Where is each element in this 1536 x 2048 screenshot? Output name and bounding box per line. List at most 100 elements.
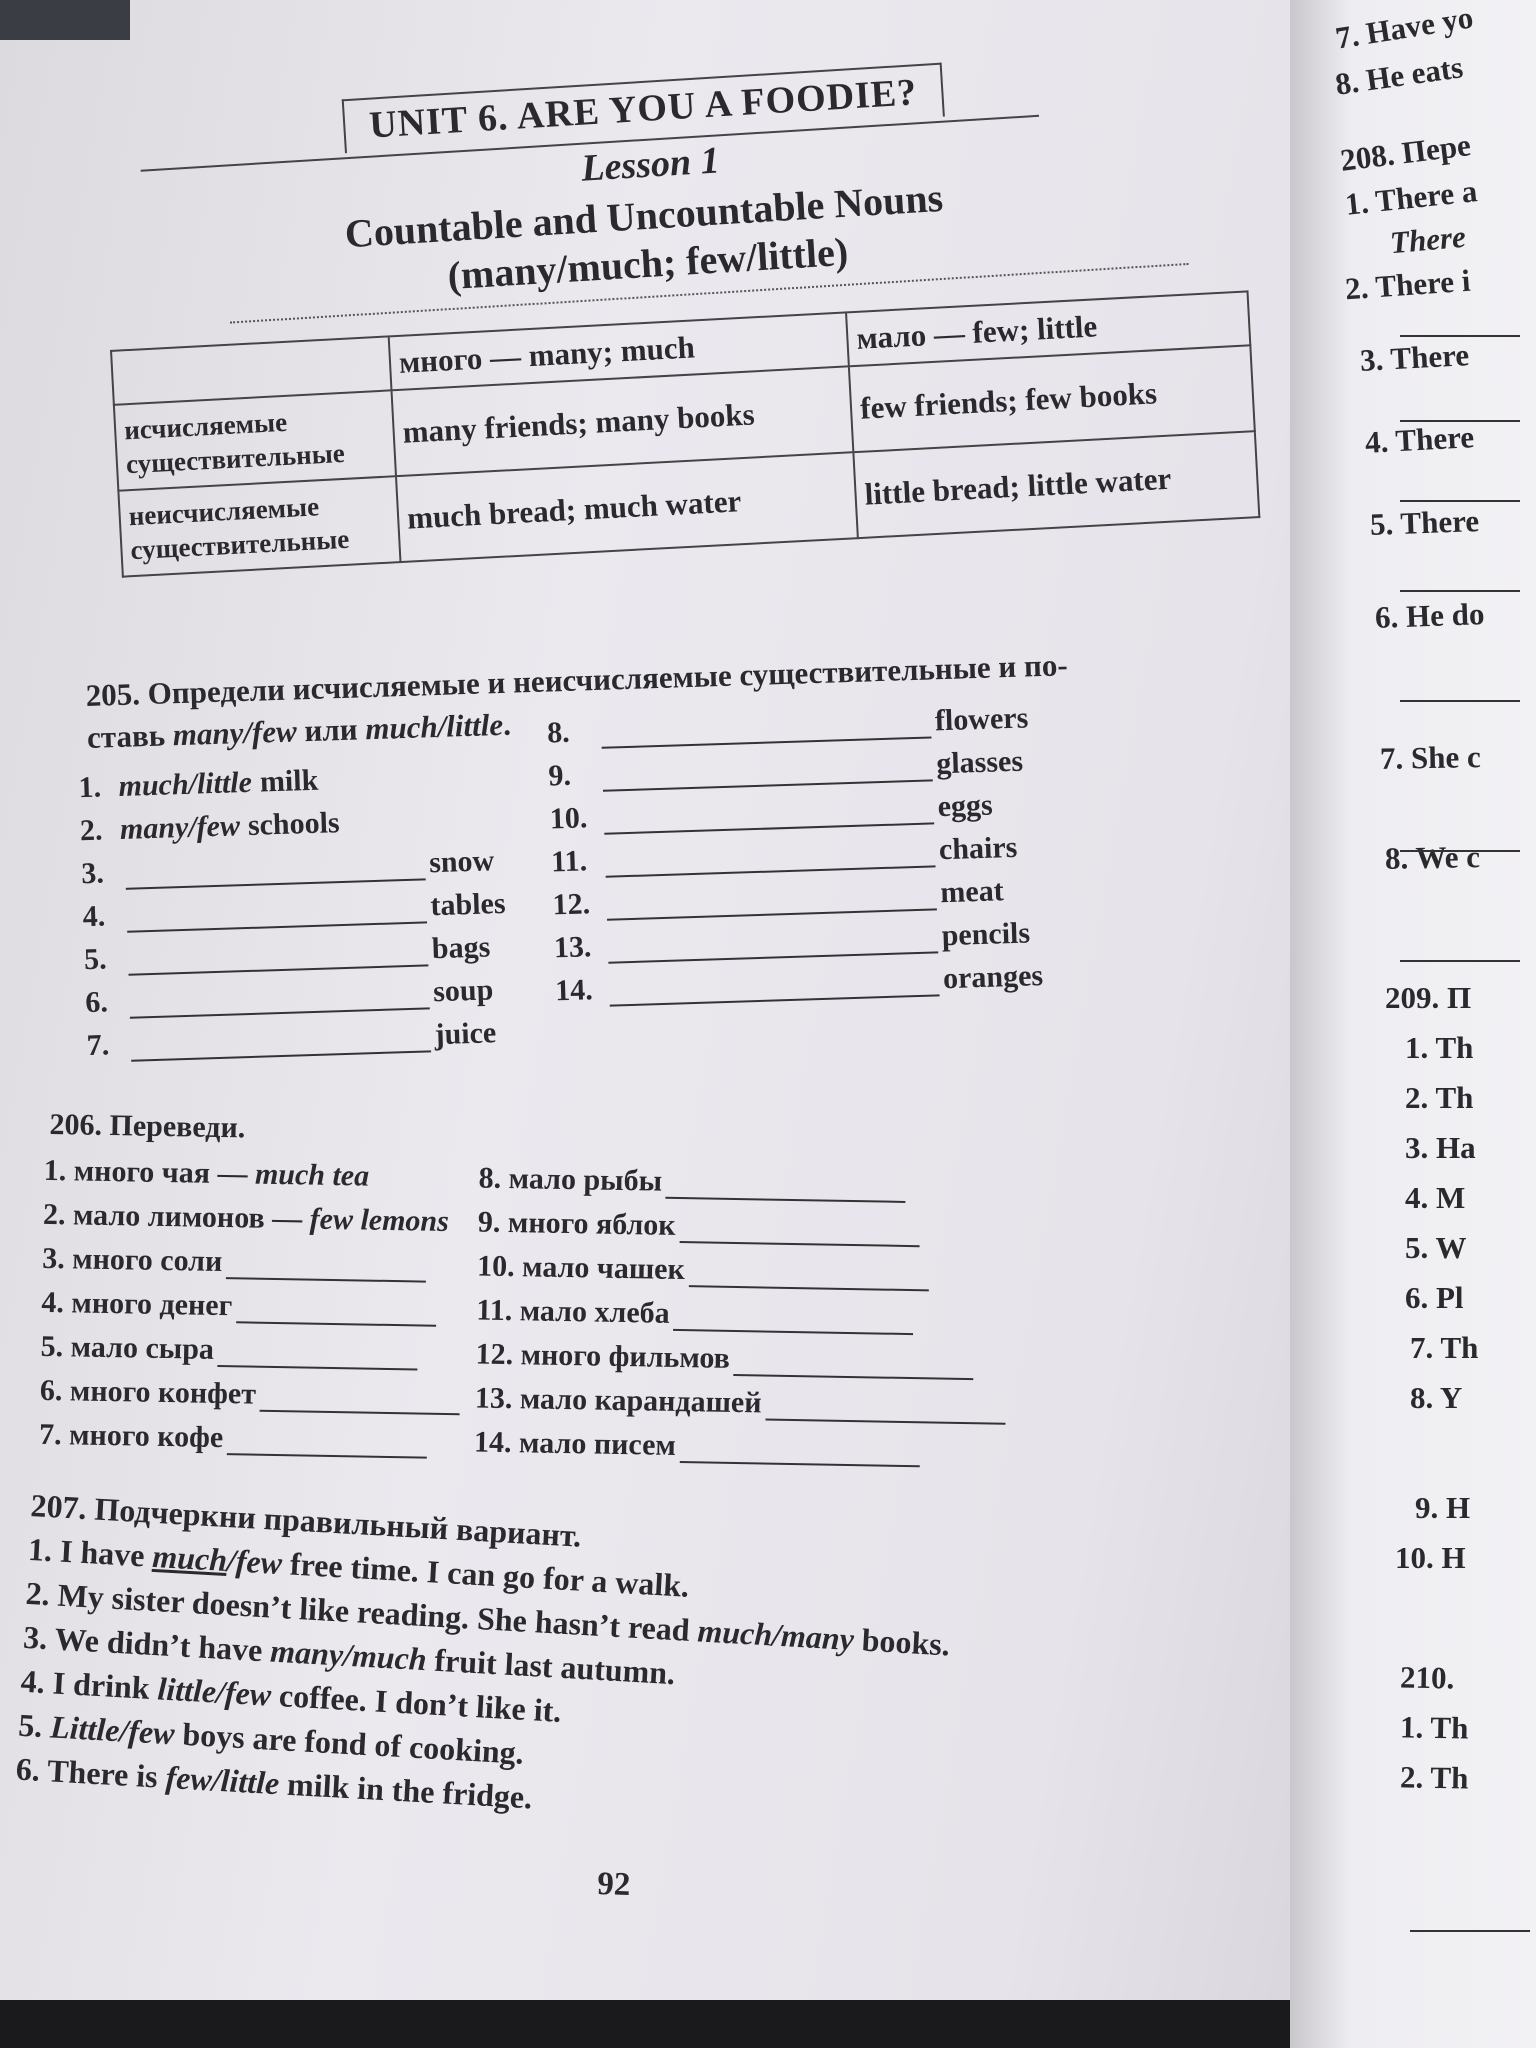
item-text: 4. много денег (41, 1285, 233, 1323)
answer-blank[interactable] (226, 1249, 427, 1283)
exercise-item: 8. мало рыбы (478, 1151, 1013, 1204)
answer-blank (1400, 420, 1520, 422)
item-text: 8. мало рыбы (478, 1161, 663, 1198)
exercise-item: 11. мало хлеба (476, 1283, 1011, 1336)
right-column: 8. flowers 9. glasses 10. eggs 11. chairs 12. mea… (546, 692, 1044, 1008)
noun-word: flowers (934, 701, 1029, 738)
item-number: 12. (552, 887, 591, 922)
item-text: 7. много кофе (38, 1417, 224, 1455)
answer-option[interactable]: little/few (156, 1670, 273, 1713)
noun-word: glasses (935, 744, 1024, 781)
left-column: 1. много чая — much tea 2. мало лимонов —… (39, 1144, 468, 1459)
answer-option[interactable]: few/little (164, 1758, 281, 1802)
answer-blank[interactable] (733, 1345, 975, 1381)
right-page-line: 7. Have yo (1333, 0, 1476, 56)
right-page-line: 1. Th (1399, 1709, 1469, 1746)
right-page-line: 210. (1399, 1659, 1455, 1696)
exercise-item: 2. мало лимонов — few lemons (43, 1188, 468, 1239)
noun-word: soup (432, 973, 494, 1009)
right-page-line: 4. M (1405, 1180, 1466, 1215)
right-page-line: 7. Th (1410, 1330, 1479, 1365)
right-page-line: 4. There (1364, 419, 1475, 460)
item-number: 11. (550, 844, 588, 879)
noun-word: meat (939, 874, 1005, 910)
right-page-line: 7. She c (1379, 739, 1482, 776)
right-page-line: 6. Pl (1405, 1280, 1464, 1315)
item-number: 1. (78, 770, 102, 805)
item-number: 13. (553, 930, 592, 965)
right-page-line: 2. There i (1343, 262, 1472, 307)
exercise-items: 1. I have much/few free time. I can go f… (15, 1524, 954, 1839)
exercise-206: 206. Переведи. 1. много чая — much tea 2.… (39, 1100, 1006, 1468)
answer-blank[interactable] (226, 1425, 428, 1459)
exercise-item: 5. мало сыра (40, 1320, 465, 1371)
right-page-line: 6. He do (1374, 596, 1485, 635)
page-number: 92 (596, 1866, 631, 1904)
item-text: 5. (17, 1706, 52, 1745)
exercise-item: 13. мало карандашей (474, 1371, 1010, 1425)
exercise-item: 7. много кофе (39, 1408, 464, 1459)
answer-blank (1400, 700, 1520, 702)
noun-word: snow (428, 844, 495, 880)
right-page-line: 2. Th (1405, 1080, 1474, 1115)
answer-blank (1400, 500, 1520, 502)
right-page-line: 5. There (1369, 503, 1480, 542)
exercise-item: 3. много соли (42, 1232, 467, 1283)
right-page-line: There (1388, 218, 1468, 261)
filled-answer: few lemons (309, 1202, 450, 1238)
lesson-label: Lesson 1 (580, 139, 721, 190)
item-text: 1. много чая — (43, 1153, 256, 1191)
right-page-line: 10. H (1395, 1540, 1466, 1575)
exercise-item: 10. мало чашек (477, 1239, 1012, 1292)
answer-blank[interactable] (235, 1293, 437, 1327)
exercise-item: 1. много чая — much tea (43, 1144, 468, 1195)
exercise-207: 207. Подчеркни правильный вариант. 1. I … (15, 1482, 956, 1839)
item-number: 2. (79, 813, 103, 848)
noun-word: milk (259, 763, 319, 799)
noun-word: chairs (938, 830, 1018, 867)
answer-blank[interactable] (765, 1390, 1006, 1425)
answer-blank[interactable] (665, 1168, 907, 1203)
answer-option[interactable]: Little/few (49, 1708, 176, 1752)
noun-word: tables (429, 886, 506, 923)
option: much/little (364, 706, 504, 747)
filled-answer: many/few (119, 809, 241, 846)
item-number: 8. (546, 715, 571, 750)
right-page-line: 8. We c (1384, 839, 1481, 876)
text: ставь (86, 717, 166, 755)
answer-blank[interactable] (688, 1257, 929, 1292)
answer-blank (1410, 1930, 1530, 1932)
item-text: books. (852, 1621, 951, 1663)
filled-answer: much tea (254, 1157, 370, 1193)
right-column: 8. мало рыбы 9. много яблок 10. мало чашек… (474, 1151, 1014, 1468)
answer-blank (1400, 850, 1520, 852)
answer-blank (1400, 590, 1520, 592)
filled-answer: much/little (118, 765, 253, 803)
answer-blank[interactable] (217, 1336, 419, 1371)
answer-blank[interactable] (673, 1300, 914, 1336)
item-text: 12. много фильмов (475, 1337, 731, 1375)
right-page-line: 5. W (1405, 1230, 1467, 1265)
item-number: 14. (554, 973, 594, 1008)
item-text: 10. мало чашек (476, 1249, 686, 1287)
answer-option[interactable]: much (151, 1537, 229, 1578)
exercise-item: 4. много денег (41, 1276, 466, 1327)
answer-option[interactable]: /few (226, 1542, 284, 1582)
item-text: 3. много соли (41, 1241, 223, 1279)
exercise-item: 14. мало писем (474, 1415, 1009, 1468)
item-number: 4. (82, 899, 106, 934)
noun-word: schools (247, 806, 341, 842)
item-text: 11. мало хлеба (476, 1293, 670, 1330)
right-page-line: 1. There a (1343, 173, 1479, 222)
answer-blank[interactable] (259, 1381, 461, 1416)
answer-blank[interactable] (679, 1433, 921, 1468)
noun-word: pencils (941, 916, 1031, 953)
noun-word: eggs (937, 788, 994, 824)
item-text: 5. мало сыра (40, 1329, 215, 1366)
left-column: 1. much/little milk 2. many/few schools 3. snow… (78, 749, 510, 1063)
item-text: 13. мало карандашей (474, 1381, 762, 1420)
exercise-item: 12. много фильмов (475, 1327, 1010, 1381)
item-text: 1. I have (27, 1530, 154, 1574)
answer-blank[interactable] (679, 1213, 920, 1248)
